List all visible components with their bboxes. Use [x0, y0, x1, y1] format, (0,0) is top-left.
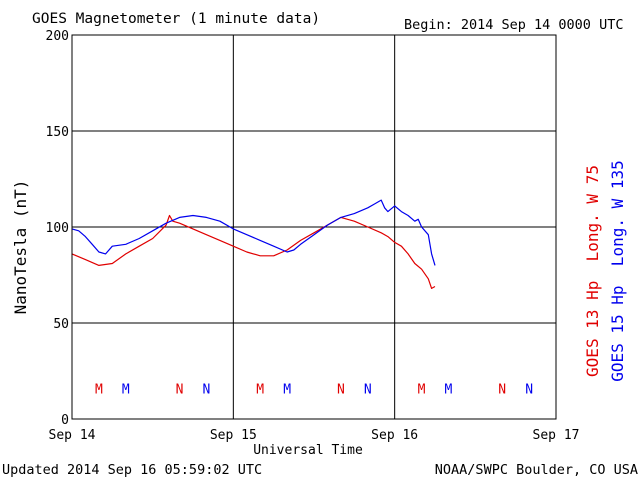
series-layer [71, 199, 436, 289]
local-time-marker: N [498, 382, 506, 397]
legend: GOES 13 Hp Long. W 75 GOES 15 Hp Long. W … [583, 160, 627, 382]
legend-goes15: GOES 15 Hp Long. W 135 [608, 160, 627, 382]
source-credit: NOAA/SWPC Boulder, CO USA [435, 462, 638, 478]
local-time-marker: M [283, 382, 291, 397]
local-time-marker: M [95, 382, 103, 397]
legend-goes13: GOES 13 Hp Long. W 75 [583, 165, 602, 377]
y-tick-label: 50 [53, 317, 69, 332]
local-time-marker: N [525, 382, 533, 397]
y-tick-label: 0 [61, 413, 69, 428]
grid-lines [72, 35, 556, 419]
local-time-marker: M [256, 382, 264, 397]
goes15-series-line [71, 199, 436, 266]
x-tick-label: Sep 14 [49, 428, 96, 443]
local-time-marker: N [364, 382, 372, 397]
x-tick-label: Sep 15 [210, 428, 257, 443]
local-time-marker: N [176, 382, 184, 397]
local-time-marker: N [337, 382, 345, 397]
x-axis-label: Universal Time [253, 443, 363, 458]
y-tick-label: 150 [46, 125, 69, 140]
local-time-marker: M [122, 382, 130, 397]
axis-tick-labels: 0 50 100 150 200 Sep 14 Sep 15 Sep 16 Sep 17 [46, 29, 580, 443]
x-tick-label: Sep 16 [371, 428, 418, 443]
local-time-marker: N [203, 382, 211, 397]
y-axis-label: NanoTesla (nT) [11, 180, 30, 315]
local-time-marker: M [445, 382, 453, 397]
updated-time: Updated 2014 Sep 16 05:59:02 UTC [2, 462, 262, 478]
x-tick-label: Sep 17 [533, 428, 580, 443]
chart-title: GOES Magnetometer (1 minute data) [32, 11, 320, 27]
local-time-marker: M [418, 382, 426, 397]
begin-time: Begin: 2014 Sep 14 0000 UTC [404, 17, 623, 33]
y-tick-label: 100 [46, 221, 69, 236]
goes13-series-line [71, 214, 436, 289]
y-tick-label: 200 [46, 29, 69, 44]
